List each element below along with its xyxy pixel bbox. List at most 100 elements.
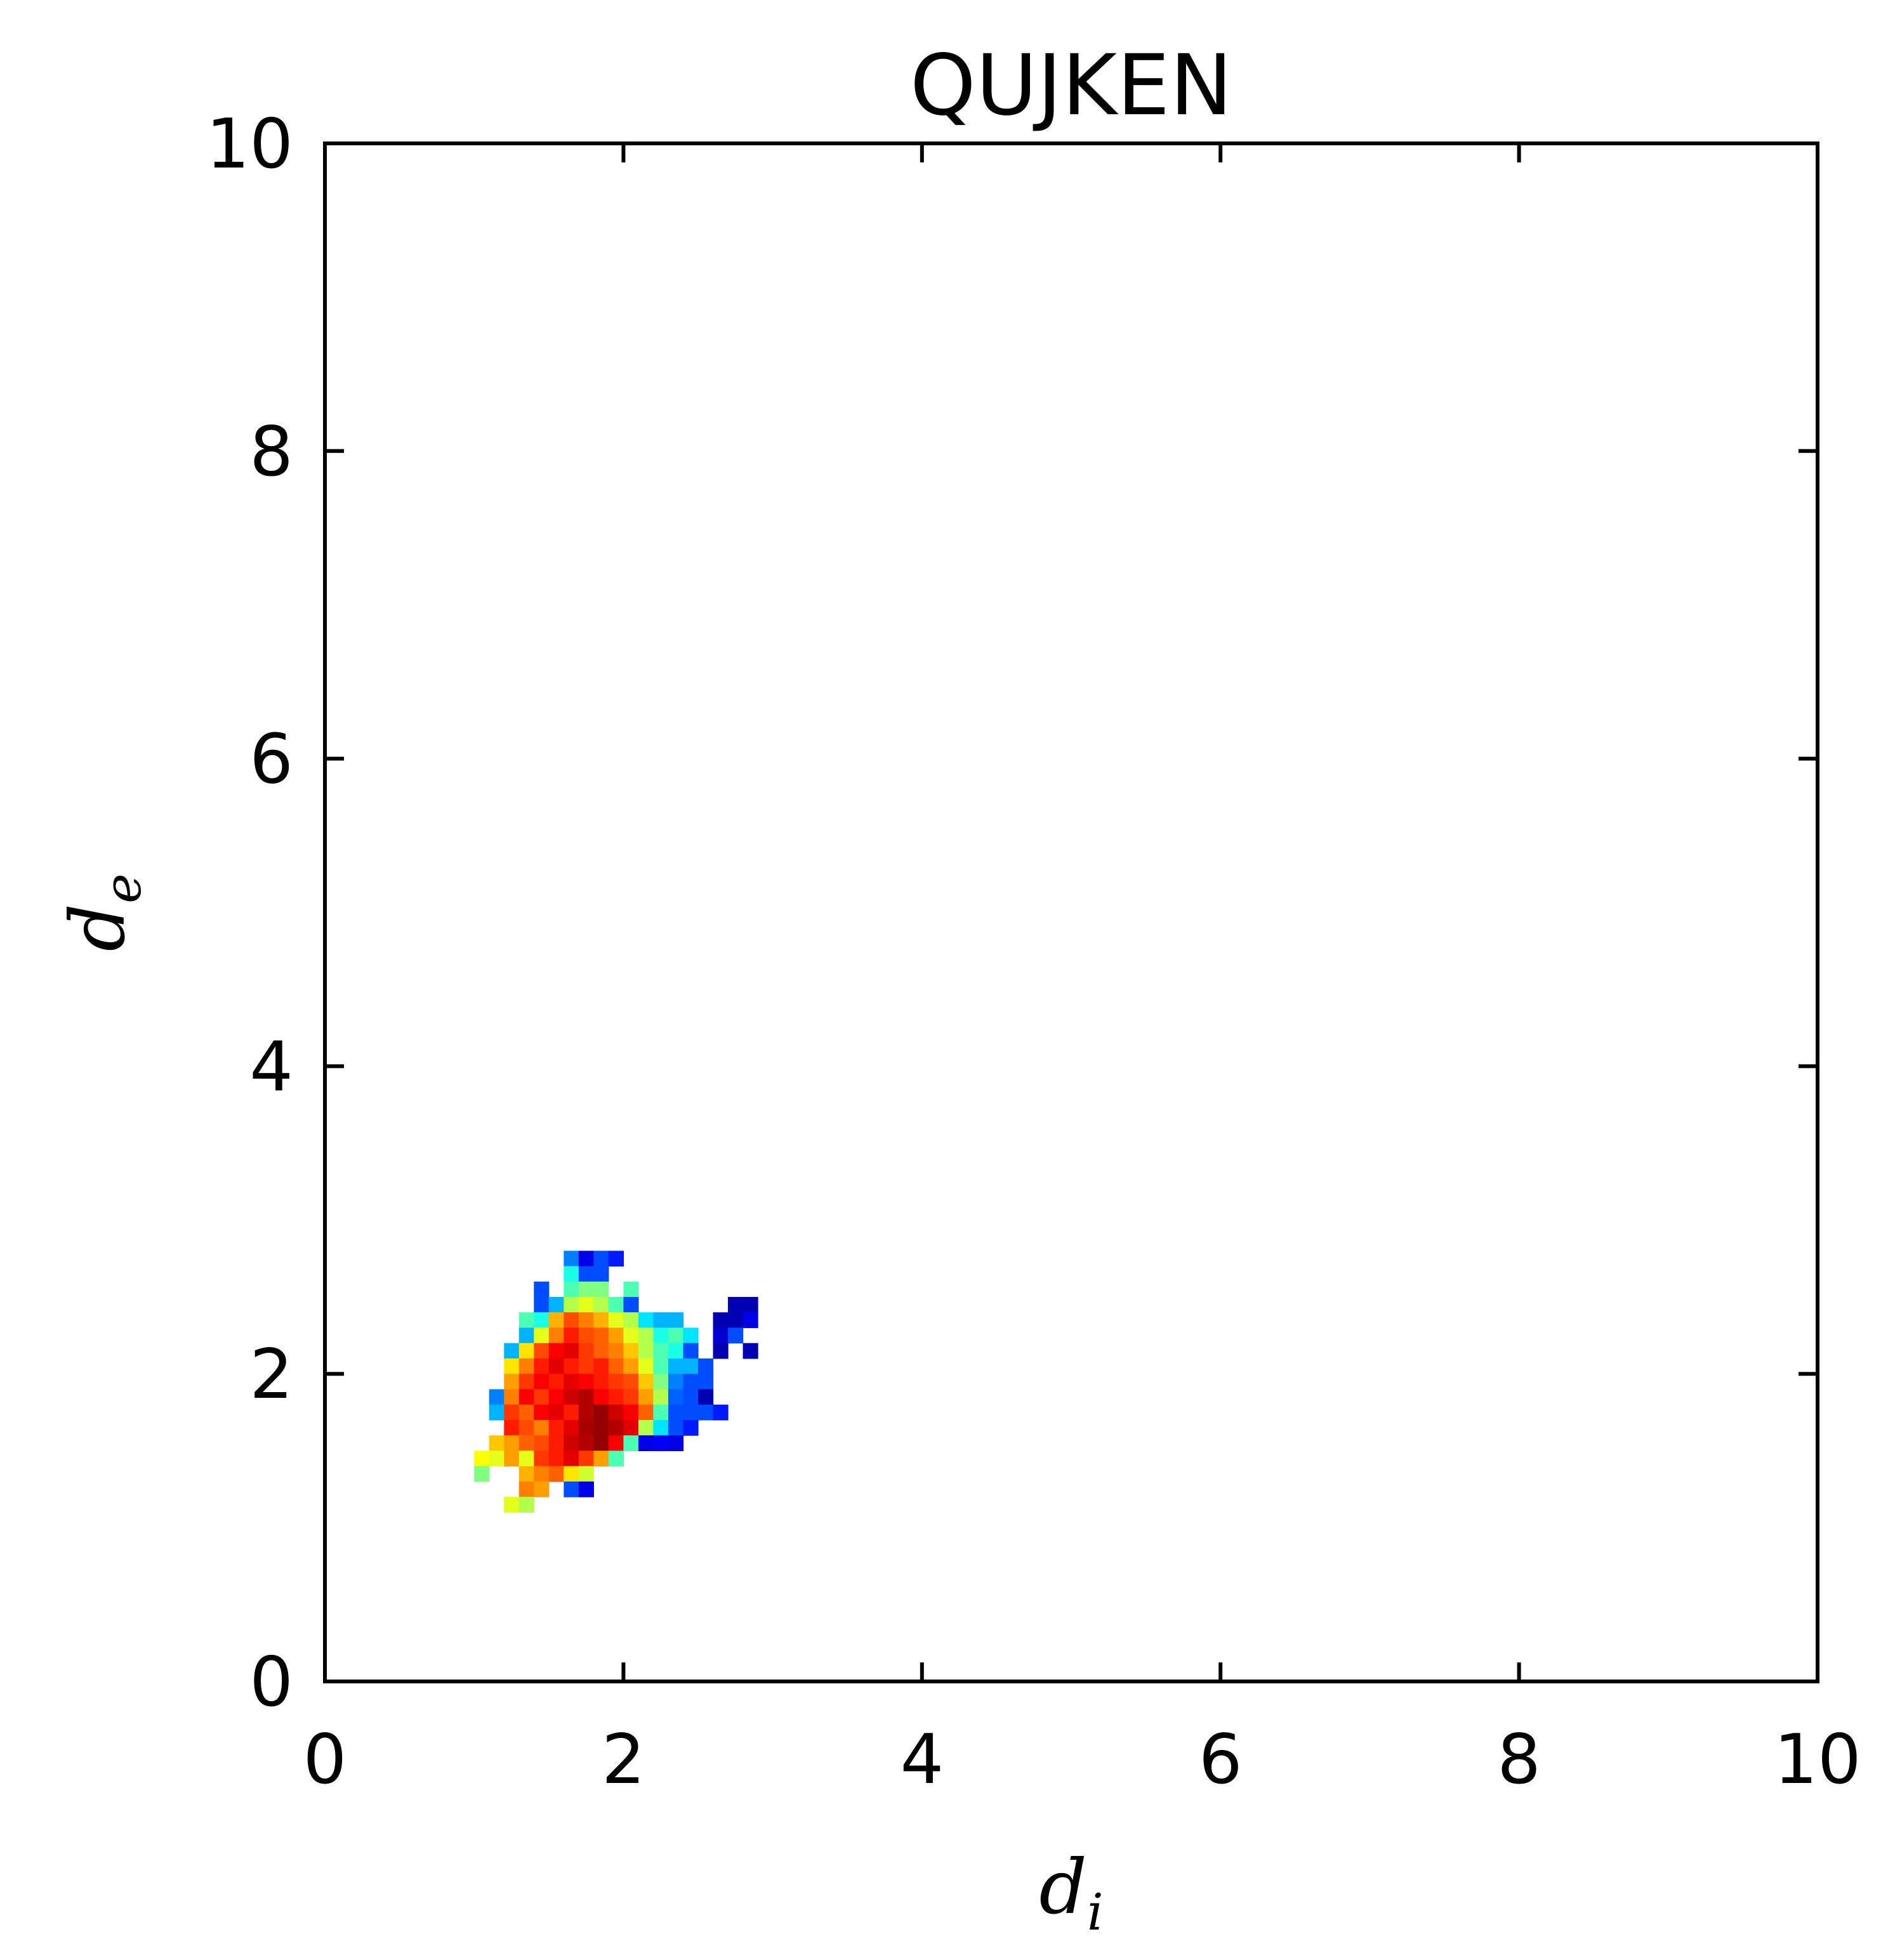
heatmap-cell [578, 1419, 594, 1436]
heatmap-cell [608, 1358, 624, 1374]
heatmap-cell [623, 1404, 639, 1421]
heatmap-cell [593, 1297, 609, 1313]
y-tick-label: 0 [249, 1643, 293, 1722]
heatmap-cell [534, 1281, 550, 1298]
heatmap-cell [578, 1481, 594, 1497]
heatmap-cell [504, 1343, 520, 1359]
y-tick-label: 10 [206, 105, 293, 184]
heatmap-cell [593, 1312, 609, 1329]
heatmap-cell [668, 1404, 684, 1421]
heatmap-cell [518, 1358, 534, 1374]
heatmap-cell [593, 1389, 609, 1405]
heatmap-cell [534, 1343, 550, 1359]
plot-frame [323, 141, 1819, 1683]
heatmap-cell [504, 1419, 520, 1436]
heatmap-cell [534, 1435, 550, 1451]
heatmap-cell [638, 1358, 654, 1374]
heatmap-cell [713, 1327, 729, 1344]
heatmap-cell [698, 1389, 714, 1405]
heatmap-cell [548, 1343, 564, 1359]
heatmap-cell [548, 1374, 564, 1390]
heatmap-cell [534, 1450, 550, 1467]
heatmap-cell [564, 1466, 579, 1482]
axis-ticks: 0 2 4 6 8 10 0 2 4 6 8 10 [206, 105, 1861, 1799]
heatmap-cell [593, 1358, 609, 1374]
heatmap-cell [623, 1389, 639, 1405]
heatmap-cell [608, 1297, 624, 1313]
heatmap-cell [489, 1389, 505, 1405]
y-tick-label: 2 [249, 1335, 293, 1414]
heatmap-cell [534, 1358, 550, 1374]
heatmap-cell [548, 1466, 564, 1482]
heatmap-cell [653, 1389, 669, 1405]
heatmap-cell [668, 1343, 684, 1359]
heatmap-cell [548, 1404, 564, 1421]
heatmap-cell [608, 1251, 624, 1267]
heatmap-cell [683, 1419, 699, 1436]
heatmap-cell [668, 1389, 684, 1405]
heatmap-cell [489, 1450, 505, 1467]
heatmap-cell [728, 1312, 744, 1329]
heatmap-cell [518, 1435, 534, 1451]
y-axis-label-symbol: d [54, 904, 142, 952]
heatmap-cell [548, 1419, 564, 1436]
heatmap-cell [638, 1343, 654, 1359]
heatmap-cell [578, 1374, 594, 1390]
x-tick-label: 4 [900, 1720, 944, 1799]
y-tick-label: 6 [249, 720, 293, 799]
heatmap-cell [608, 1327, 624, 1344]
heatmap-cell [548, 1297, 564, 1313]
heatmap-cell [578, 1435, 594, 1451]
heatmap-cell [593, 1281, 609, 1298]
heatmap-cell [564, 1435, 579, 1451]
heatmap-cell [623, 1358, 639, 1374]
heatmap-cell [548, 1327, 564, 1344]
heatmap-cell [653, 1404, 669, 1421]
heatmap-cell [518, 1497, 534, 1513]
heatmap-cell [578, 1251, 594, 1267]
heatmap-cell [548, 1312, 564, 1329]
heatmap-cell [578, 1466, 594, 1482]
x-axis-label-subscript: i [1087, 1883, 1104, 1942]
heatmap-cell [534, 1327, 550, 1344]
heatmap-cell [623, 1374, 639, 1390]
heatmap-cell [623, 1435, 639, 1451]
heatmap-cell [534, 1419, 550, 1436]
heatmap-cell [743, 1312, 758, 1329]
heatmap-cell [578, 1297, 594, 1313]
heatmap-cell [683, 1404, 699, 1421]
heatmap-cell [668, 1419, 684, 1436]
heatmap-cell [518, 1404, 534, 1421]
x-tick-label: 8 [1497, 1720, 1541, 1799]
heatmap-cell [623, 1281, 639, 1298]
heatmap-cell [564, 1389, 579, 1405]
heatmap-cell [534, 1481, 550, 1497]
heatmap-cell [489, 1435, 505, 1451]
heatmap-cell [623, 1297, 639, 1313]
heatmap-cell [683, 1389, 699, 1405]
heatmap-cell [653, 1435, 669, 1451]
chart-title: QUJKEN [910, 37, 1232, 135]
x-tick-label: 6 [1199, 1720, 1243, 1799]
heatmap-cell [683, 1343, 699, 1359]
heatmap-cell [593, 1419, 609, 1436]
heatmap-cell [728, 1297, 744, 1313]
heatmap-cell [638, 1404, 654, 1421]
heatmap-cell [653, 1374, 669, 1390]
heatmap-cell [564, 1281, 579, 1298]
y-axis-label-subscript: e [93, 874, 152, 904]
heatmap-cell [534, 1312, 550, 1329]
heatmap-cell [608, 1404, 624, 1421]
heatmap-cell [474, 1450, 490, 1467]
heatmap-cell [564, 1312, 579, 1329]
heatmap-cell [518, 1466, 534, 1482]
heatmap-cell [713, 1312, 729, 1329]
heatmap-cell [504, 1404, 520, 1421]
x-tick-label: 0 [303, 1720, 347, 1799]
heatmap-cell [743, 1297, 758, 1313]
heatmap-cell [653, 1343, 669, 1359]
heatmap-cell [518, 1389, 534, 1405]
heatmap-cell [548, 1389, 564, 1405]
heatmap-cell [518, 1450, 534, 1467]
